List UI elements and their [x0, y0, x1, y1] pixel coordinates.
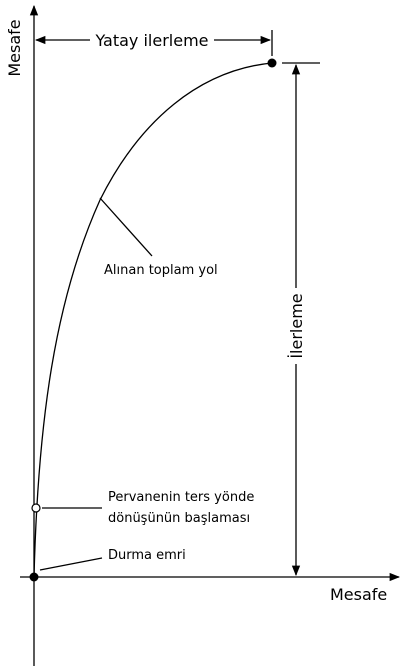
reverse-label: Pervanenin ters yönde: [108, 490, 254, 505]
advance-label: İlerleme: [287, 293, 306, 358]
horizontal-label: Yatay ilerleme: [94, 31, 208, 50]
x-axis-label: Mesafe: [330, 585, 387, 604]
path-label: Alınan toplam yol: [104, 263, 218, 278]
stop-dot: [29, 572, 39, 582]
stop-label: Durma emri: [108, 548, 186, 563]
path-curve: [33, 62, 273, 578]
leader: [99, 197, 153, 257]
reverse-dot: [31, 503, 41, 513]
label-bg: [286, 288, 306, 364]
reverse-label: dönüşünün başlaması: [108, 511, 250, 526]
end-dot: [267, 58, 277, 68]
leader: [39, 557, 103, 571]
y-axis-label: Mesafe: [5, 19, 24, 76]
label-bg: [90, 30, 214, 50]
